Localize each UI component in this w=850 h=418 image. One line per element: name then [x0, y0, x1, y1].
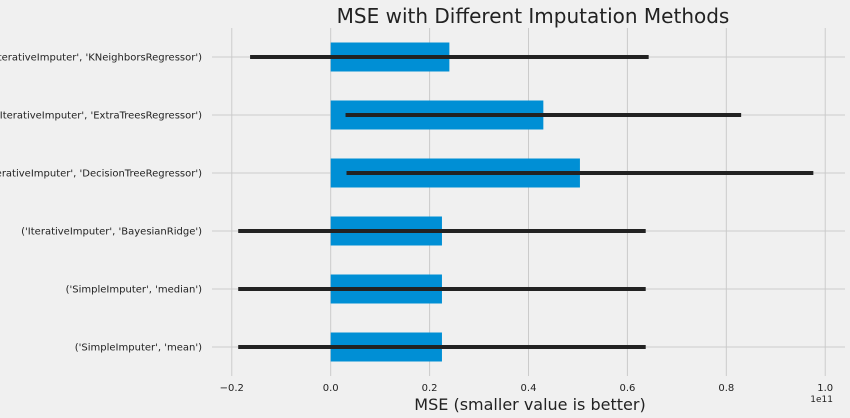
x-tick-label: 0.8	[718, 383, 734, 394]
y-tick-label: ('SimpleImputer', 'mean')	[75, 343, 202, 354]
x-tick-label: 0.0	[323, 383, 339, 394]
y-tick-label: ('IterativeImputer', 'ExtraTreesRegresso…	[0, 111, 202, 122]
y-tick-label: ('SimpleImputer', 'median')	[66, 285, 202, 296]
chart-title: MSE with Different Imputation Methods	[337, 4, 730, 28]
error-bars	[238, 55, 814, 349]
x-tick-labels: −0.2 0.0 0.2 0.4 0.6 0.8 1.0	[220, 383, 834, 394]
x-tick-label: 0.2	[422, 383, 438, 394]
y-tick-label: ('IterativeImputer', 'DecisionTreeRegres…	[0, 169, 202, 180]
bars	[330, 42, 580, 362]
x-axis-label: MSE (smaller value is better)	[414, 395, 645, 414]
y-tick-label: ('IterativeImputer', 'KNeighborsRegresso…	[0, 53, 202, 64]
x-tick-label: 0.4	[521, 383, 537, 394]
x-tick-label: −0.2	[220, 383, 244, 394]
x-tick-label: 0.6	[619, 383, 635, 394]
y-tick-label: ('IterativeImputer', 'BayesianRidge')	[21, 227, 202, 238]
x-tick-label: 1.0	[817, 383, 833, 394]
x-gridlines	[231, 28, 826, 376]
x-offset-label: 1e11	[810, 395, 833, 405]
y-tick-labels: ('SimpleImputer', 'mean') ('SimpleImputer…	[0, 53, 202, 354]
